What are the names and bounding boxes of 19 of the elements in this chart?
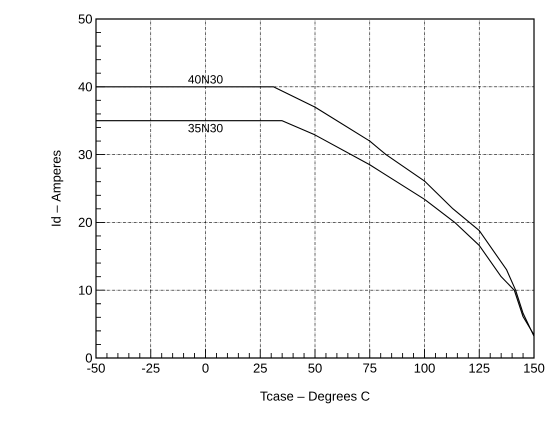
x-tick-label: 125	[469, 364, 490, 373]
y-tick-label: 0	[86, 353, 92, 363]
x-tick-label: -50	[87, 364, 105, 373]
x-tick-label: -25	[142, 364, 160, 373]
x-tick-label: 75	[363, 364, 376, 373]
y-tick-label: 50	[78, 14, 92, 24]
series-label: 35N30	[188, 124, 223, 132]
y-tick-label: 10	[79, 286, 92, 295]
y-tick-label: 30	[78, 150, 92, 160]
series-label: 40N30	[188, 75, 223, 84]
y-tick-label: 20	[78, 218, 92, 227]
x-tick-label: 25	[254, 364, 267, 373]
x-tick-label: 150	[524, 364, 544, 373]
x-tick-label: 0	[202, 364, 209, 373]
y-tick-label: 40	[78, 82, 92, 92]
x-tick-label: 50	[308, 364, 322, 373]
x-tick-label: 100	[414, 364, 435, 373]
y-axis-title: Id – Amperes	[51, 150, 64, 226]
x-axis-title: Tcase – Degrees C	[260, 392, 370, 404]
